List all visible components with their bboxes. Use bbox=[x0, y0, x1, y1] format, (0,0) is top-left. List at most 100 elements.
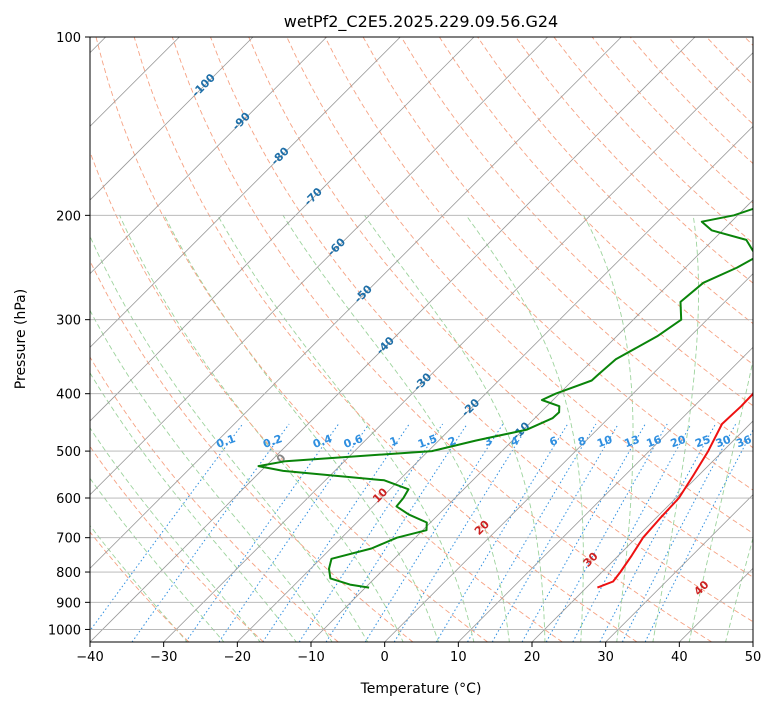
y-tick-label: 800 bbox=[56, 566, 81, 581]
moist-adiabat-line bbox=[217, 215, 475, 642]
x-tick-label: −40 bbox=[76, 650, 103, 665]
dry-adiabat-line bbox=[515, 37, 753, 284]
moist-adiabat-line bbox=[90, 477, 225, 642]
temperature-profile-line bbox=[597, 390, 753, 589]
moist-adiabat-line bbox=[652, 215, 699, 642]
moist-adiabat-line bbox=[725, 536, 753, 642]
dry-adiabat-line bbox=[133, 37, 638, 642]
x-tick-label: 20 bbox=[524, 650, 541, 665]
isotherm-line bbox=[384, 273, 753, 642]
x-tick-label: 40 bbox=[671, 650, 688, 665]
y-axis-label: Pressure (hPa) bbox=[13, 289, 29, 389]
dry-adiabat-line bbox=[90, 531, 190, 642]
plot-frame bbox=[89, 36, 754, 643]
isotherm-label: -30 bbox=[411, 370, 434, 393]
mixing-ratio-line bbox=[262, 423, 410, 642]
dry-adiabat-line bbox=[400, 37, 753, 407]
mixing-ratio-line bbox=[572, 423, 692, 642]
isotherm-label: -50 bbox=[352, 282, 375, 305]
theta-label: 10 bbox=[370, 485, 390, 505]
moist-adiabat-line bbox=[119, 215, 404, 642]
dry-adiabat-line bbox=[90, 259, 414, 642]
isotherm-line bbox=[237, 125, 753, 642]
mixing-ratio-line bbox=[599, 423, 716, 642]
mixing-ratio-label: 1 bbox=[388, 434, 400, 449]
dry-adiabats bbox=[90, 37, 753, 642]
moist-adiabats bbox=[90, 215, 753, 642]
y-tick-label: 700 bbox=[56, 532, 81, 547]
dry-adiabat-line bbox=[90, 150, 488, 642]
mixing-ratio-label: 6 bbox=[548, 434, 560, 449]
mixing-ratio-label: 36 bbox=[734, 433, 753, 451]
isotherm-line bbox=[163, 52, 753, 642]
dry-adiabat-line bbox=[95, 37, 563, 642]
mixing-ratio-label: 16 bbox=[645, 433, 664, 451]
moist-adiabat-line bbox=[583, 215, 634, 642]
isotherm-label: -70 bbox=[302, 185, 325, 208]
mixing-ratio-label: 4 bbox=[509, 434, 521, 449]
mixing-ratio-label: 3 bbox=[482, 434, 494, 449]
isotherm-line bbox=[90, 37, 548, 496]
mixing-ratio-line bbox=[491, 423, 619, 642]
plot-area: -100-90-80-70-60-50-40-30-20-100.1 0.2 0.4… bbox=[90, 37, 753, 642]
moist-adiabat-line bbox=[90, 309, 333, 642]
dry-adiabat-line bbox=[439, 37, 753, 365]
mixing-ratio-label: 13 bbox=[623, 433, 642, 450]
isotherm-line bbox=[531, 420, 753, 642]
isotherm-line bbox=[605, 494, 753, 642]
theta-label: 40 bbox=[691, 578, 711, 598]
y-tick-label: 600 bbox=[56, 492, 81, 507]
x-tick-label: −30 bbox=[150, 650, 177, 665]
dry-adiabat-line bbox=[553, 37, 753, 244]
isotherm-line bbox=[752, 641, 753, 642]
dry-adiabat-line bbox=[90, 356, 339, 642]
isotherm-label: -80 bbox=[269, 144, 292, 167]
mixing-ratio-label: 25 bbox=[693, 433, 712, 450]
y-tick-label: 500 bbox=[56, 445, 81, 460]
isotherm-line bbox=[90, 37, 327, 275]
profile-series bbox=[257, 207, 753, 589]
mixing-ratio-label: 2 bbox=[446, 434, 458, 449]
y-tick-label: 200 bbox=[56, 209, 81, 224]
y-tick-label: 400 bbox=[56, 388, 81, 403]
moist-adiabat-line bbox=[688, 358, 753, 642]
isotherm-line bbox=[90, 37, 254, 201]
isotherms bbox=[90, 37, 753, 642]
mixing-ratio-label: 0.6 bbox=[342, 432, 365, 451]
moist-adiabat-line bbox=[90, 235, 369, 642]
dry-adiabat-line bbox=[744, 37, 753, 47]
chart-title: wetPf2_C2E5.2025.229.09.56.G24 bbox=[284, 12, 558, 32]
mixing-ratio-label: 10 bbox=[595, 433, 614, 451]
moist-adiabat-line bbox=[163, 215, 439, 642]
y-tick-label: 100 bbox=[56, 31, 81, 46]
mixing-ratio-line bbox=[467, 423, 597, 642]
mixing-ratio-label: 0.1 bbox=[215, 432, 238, 451]
mixing-ratio-line bbox=[545, 423, 668, 642]
x-axis-label: Temperature (°C) bbox=[360, 681, 482, 697]
dry-adiabat-line bbox=[706, 37, 753, 86]
dry-adiabat-line bbox=[362, 37, 753, 449]
x-axis-ticks: −40 −30 −20 −10 0 10 20 30 40 50 bbox=[76, 642, 761, 665]
mixing-ratio-label: 1.5 bbox=[416, 432, 439, 451]
mixing-ratio-line bbox=[218, 423, 370, 642]
y-tick-label: 300 bbox=[56, 314, 81, 329]
mixing-ratio-line bbox=[185, 423, 340, 642]
dry-adiabat-line bbox=[90, 445, 264, 642]
y-tick-label: 1000 bbox=[48, 623, 81, 638]
moist-adiabat-line bbox=[90, 372, 297, 642]
isotherm-label: -20 bbox=[459, 396, 482, 419]
mixing-ratio-label: 20 bbox=[669, 433, 688, 451]
isotherm-label: -60 bbox=[325, 235, 348, 258]
mixing-ratio-line bbox=[131, 423, 290, 642]
y-tick-label: 900 bbox=[56, 596, 81, 611]
x-tick-label: −20 bbox=[224, 650, 251, 665]
isotherm-line bbox=[90, 37, 622, 569]
mixing-ratio-line bbox=[435, 423, 569, 642]
mixing-ratio-line bbox=[521, 423, 646, 642]
dry-adiabat-line bbox=[210, 37, 753, 623]
isotherm-label: -100 bbox=[189, 71, 218, 100]
moist-adiabat-line bbox=[90, 524, 188, 642]
mixing-ratio-line bbox=[644, 428, 753, 642]
isotherm-line bbox=[90, 37, 475, 422]
